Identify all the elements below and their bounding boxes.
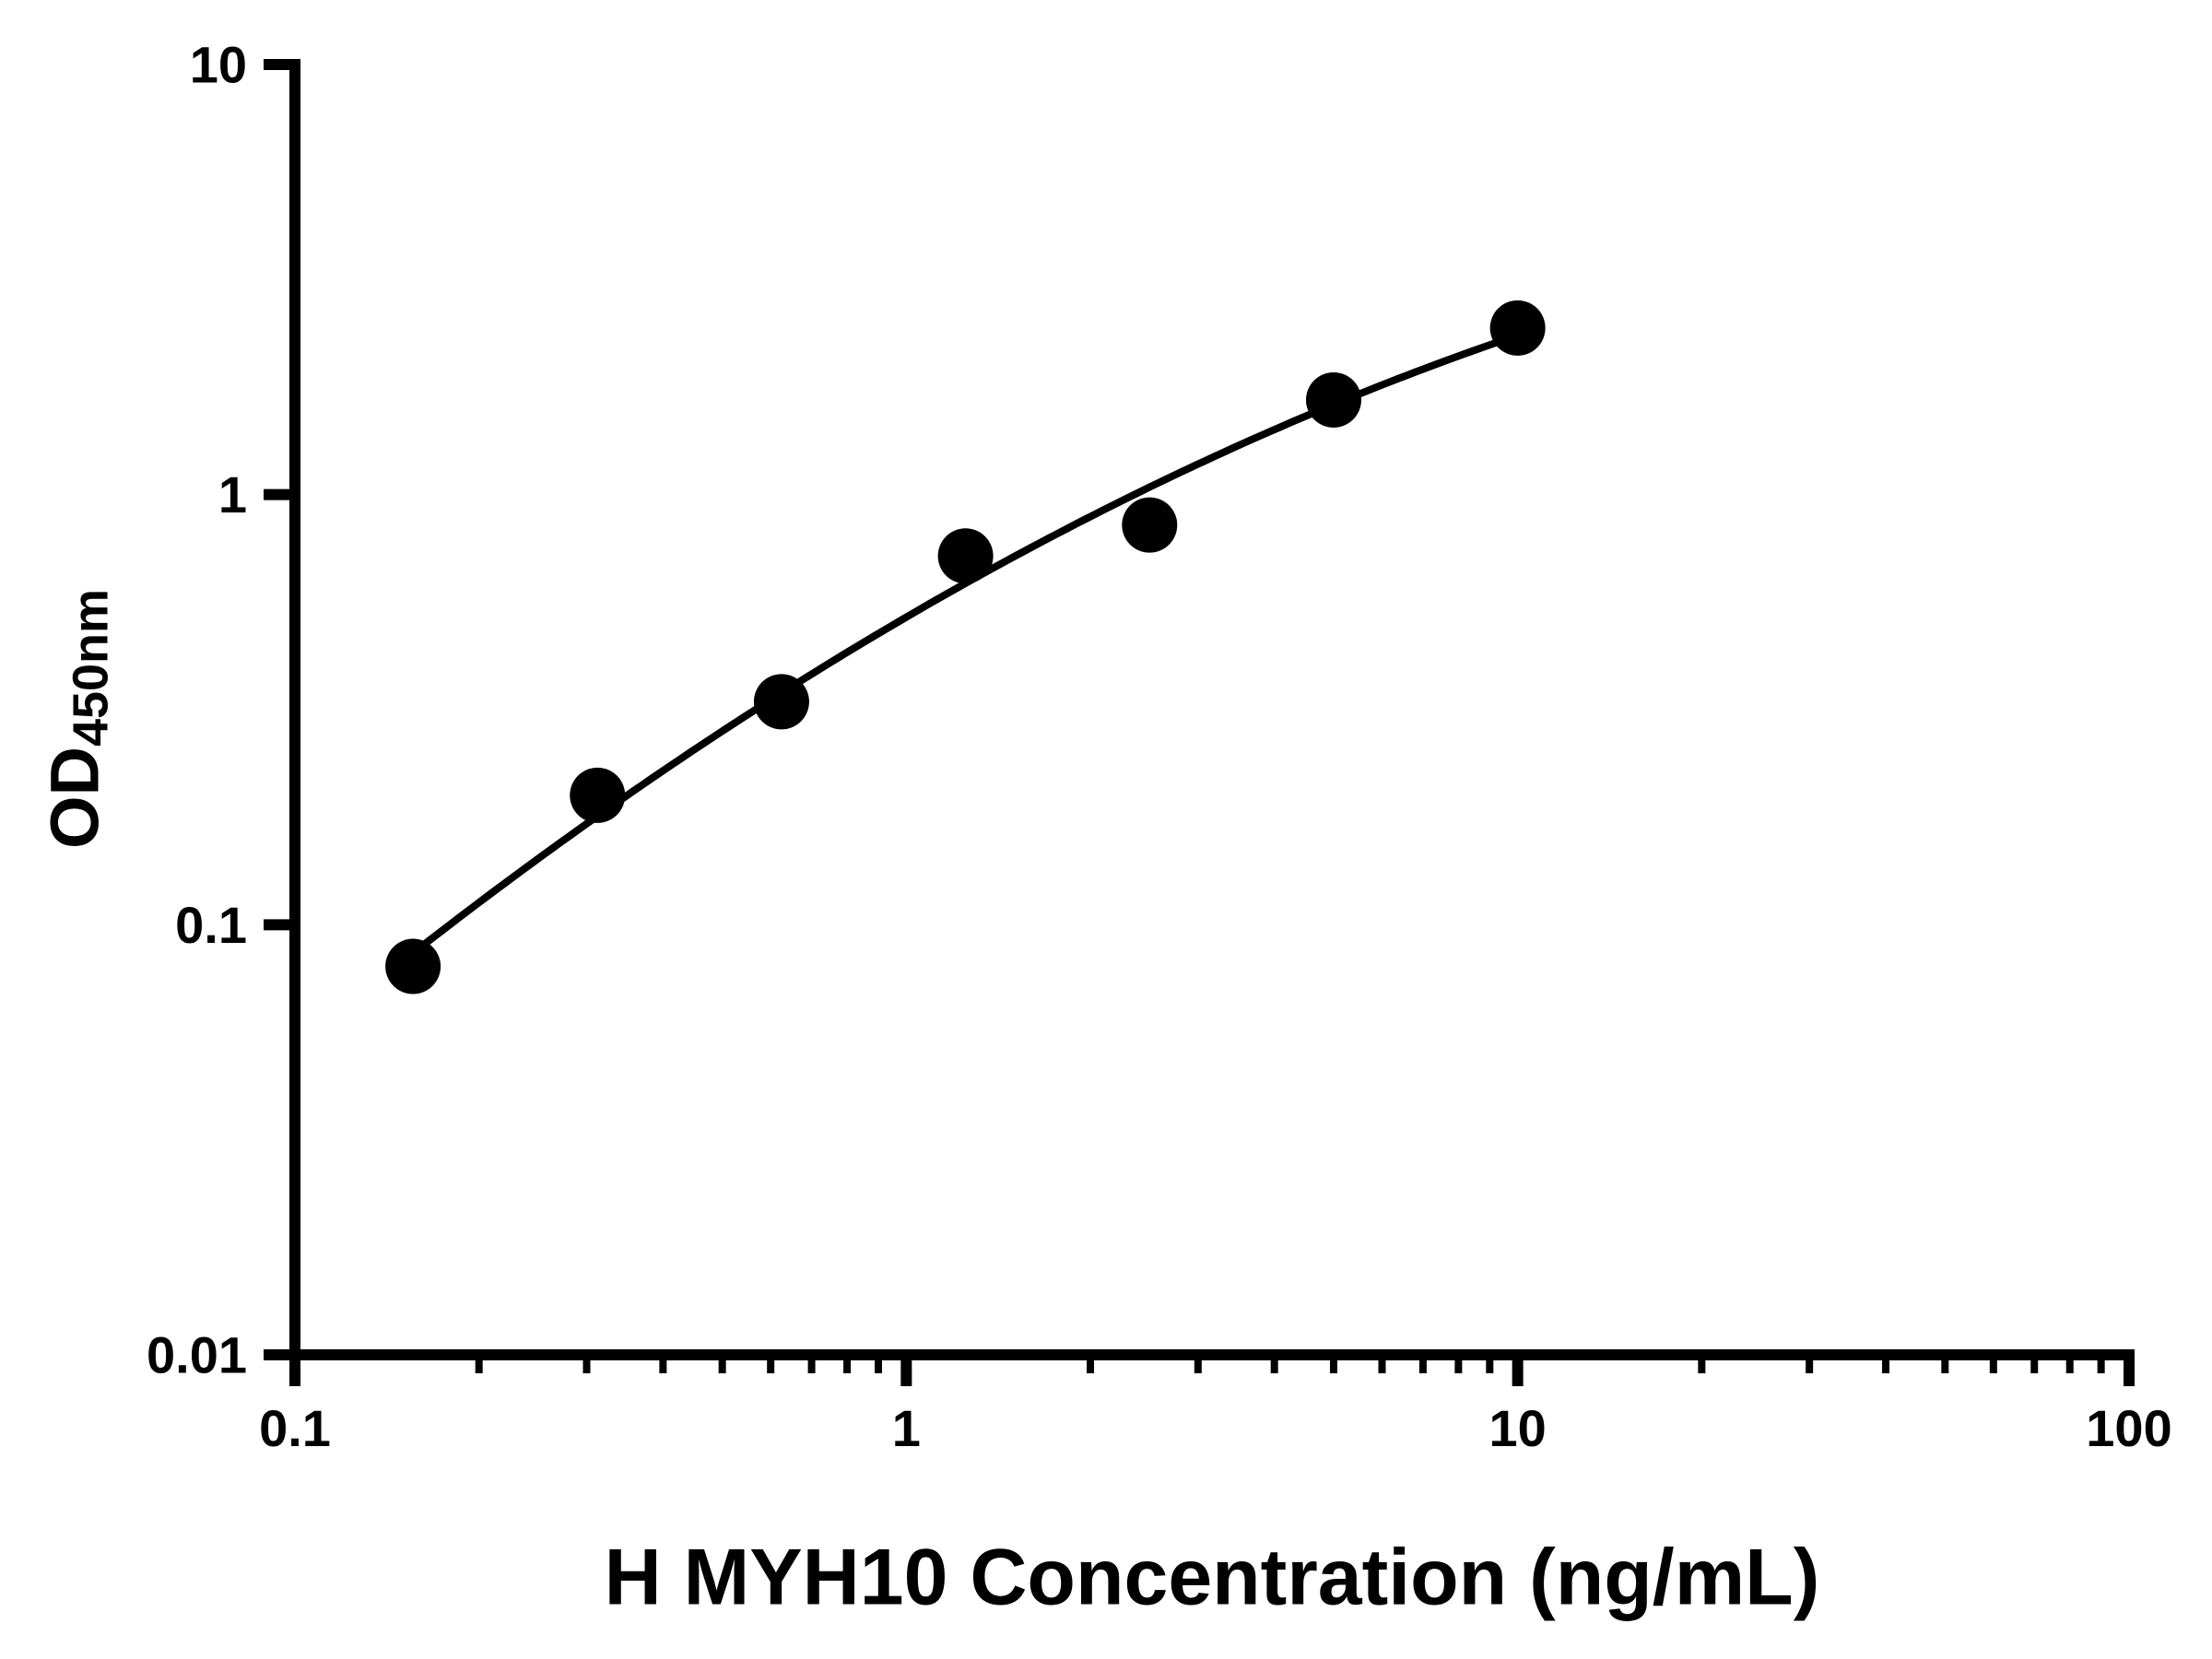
x-axis-label: H MYH10 Concentration (ng/mL) [604,1533,1820,1622]
data-point [385,938,441,994]
axes-spine [289,59,2135,1360]
data-point [1489,300,1546,356]
x-tick-label: 1 [892,1399,921,1457]
fit-curve [409,331,1522,958]
y-tick-label: 10 [190,36,247,94]
y-axis-label: OD450nm [36,589,120,849]
x-tick-label: 10 [1489,1399,1547,1457]
data-point [1305,371,1361,428]
data-point [937,528,994,584]
data-point [753,674,809,730]
y-tick-label: 0.01 [147,1326,247,1384]
y-axis-label-main: OD [36,747,113,850]
x-tick-label: 100 [2086,1399,2171,1457]
y-tick-label: 0.1 [175,896,247,954]
x-tick-label: 0.1 [259,1399,331,1457]
y-axis-label-subscript: 450nm [63,588,119,747]
y-tick-label: 1 [218,465,247,524]
data-point [1122,497,1178,553]
data-point [570,767,626,823]
